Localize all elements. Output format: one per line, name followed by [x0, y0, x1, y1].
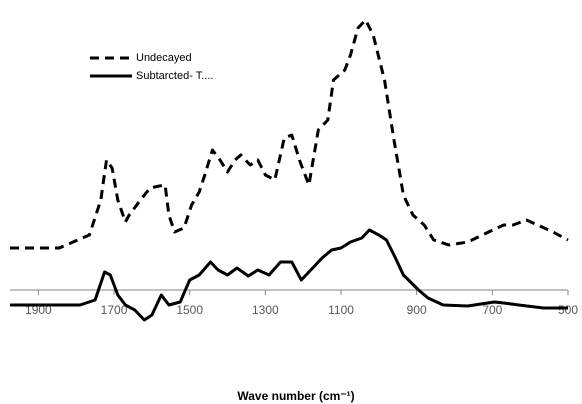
x-tick-label: 900: [407, 303, 427, 317]
x-tick-label: 700: [482, 303, 502, 317]
legend-label: Subtarcted- T....: [136, 70, 213, 82]
x-tick-label: 1100: [328, 303, 354, 317]
x-tick-label: 1300: [252, 303, 279, 317]
x-tick-label: 500: [558, 303, 578, 317]
x-tick-label: 1700: [101, 303, 128, 317]
series-line: [10, 18, 569, 250]
x-axis-title: Wave number (cm⁻¹): [237, 389, 354, 403]
series-line: [10, 228, 568, 322]
x-tick-label: 1900: [25, 303, 52, 317]
x-tick-label: 1500: [176, 303, 203, 317]
legend-label: Undecayed: [136, 52, 192, 64]
